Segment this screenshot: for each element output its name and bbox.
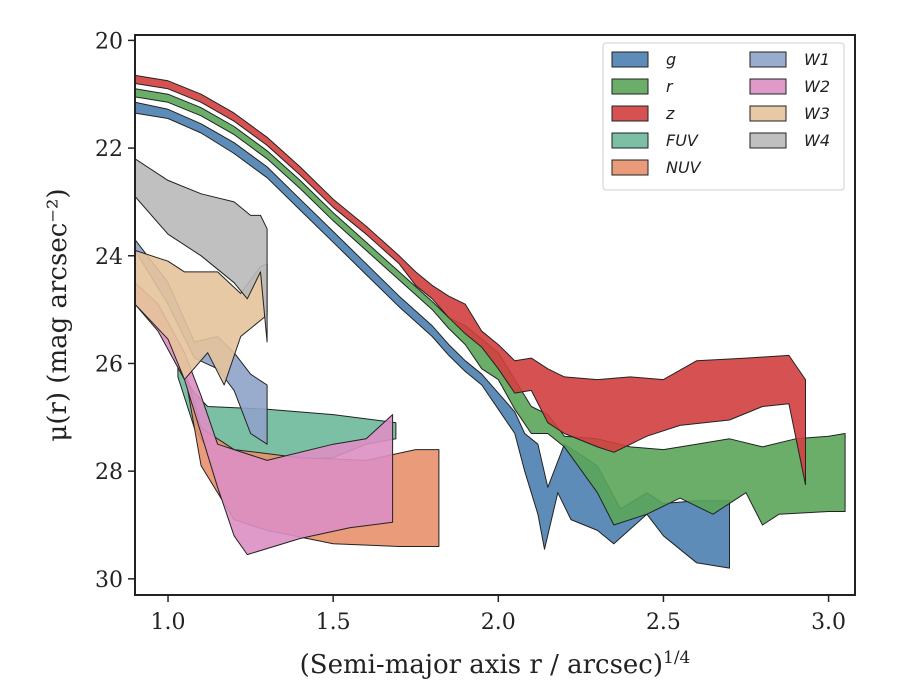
legend-label-w3: W3 — [804, 104, 830, 123]
band-g — [135, 101, 730, 569]
x-tick-label: 2.0 — [481, 610, 516, 635]
band-r — [135, 88, 846, 526]
x-tick-label: 3.0 — [811, 610, 846, 635]
legend-swatch-w1 — [749, 51, 787, 68]
y-tick-label: 22 — [95, 137, 123, 162]
x-axis: 1.0 1.5 2.0 2.5 3.0 — [151, 595, 846, 635]
y-tick-label: 20 — [95, 29, 123, 54]
x-axis-title: (Semi-major axis r / arcsec)1/4 — [300, 648, 691, 680]
band-w2 — [135, 282, 394, 556]
series-bands — [135, 74, 846, 569]
legend-label-fuv: FUV — [666, 131, 699, 150]
legend-swatch-w3 — [749, 105, 787, 122]
plot-frame — [134, 34, 856, 596]
x-tick-label: 1.0 — [151, 610, 186, 635]
y-tick-label: 24 — [95, 245, 123, 270]
legend-swatch-nuv — [611, 159, 649, 176]
legend-label-r: r — [666, 77, 674, 96]
y-axis: 20 22 24 26 28 30 — [95, 29, 135, 593]
y-tick-label: 28 — [95, 460, 123, 485]
y-tick-label: 30 — [95, 568, 123, 593]
band-w4 — [135, 158, 268, 343]
legend-swatch-fuv — [611, 132, 649, 149]
legend: grz FUV NUV W1 W2 W3 W4 — [602, 42, 845, 191]
legend-label-w4: W4 — [804, 131, 830, 150]
legend-swatch-r — [611, 78, 649, 95]
legend-label-g: g — [666, 50, 676, 69]
legend-swatch-z — [611, 105, 649, 122]
band-w3 — [135, 249, 268, 386]
legend-label-nuv: NUV — [666, 158, 702, 177]
legend-swatch-w2 — [749, 78, 787, 95]
legend-label-z: z — [665, 104, 675, 123]
y-tick-label: 26 — [95, 352, 123, 377]
legend-swatch-g — [611, 51, 649, 68]
band-z — [135, 74, 806, 486]
legend-label-w2: W2 — [804, 77, 830, 96]
y-axis-title: μ(r) (mag arcsec⁻²) — [43, 188, 73, 441]
legend-swatch-w4 — [749, 132, 787, 149]
x-tick-label: 2.5 — [646, 610, 681, 635]
legend-label-w1: W1 — [804, 50, 830, 69]
x-tick-label: 1.5 — [316, 610, 351, 635]
